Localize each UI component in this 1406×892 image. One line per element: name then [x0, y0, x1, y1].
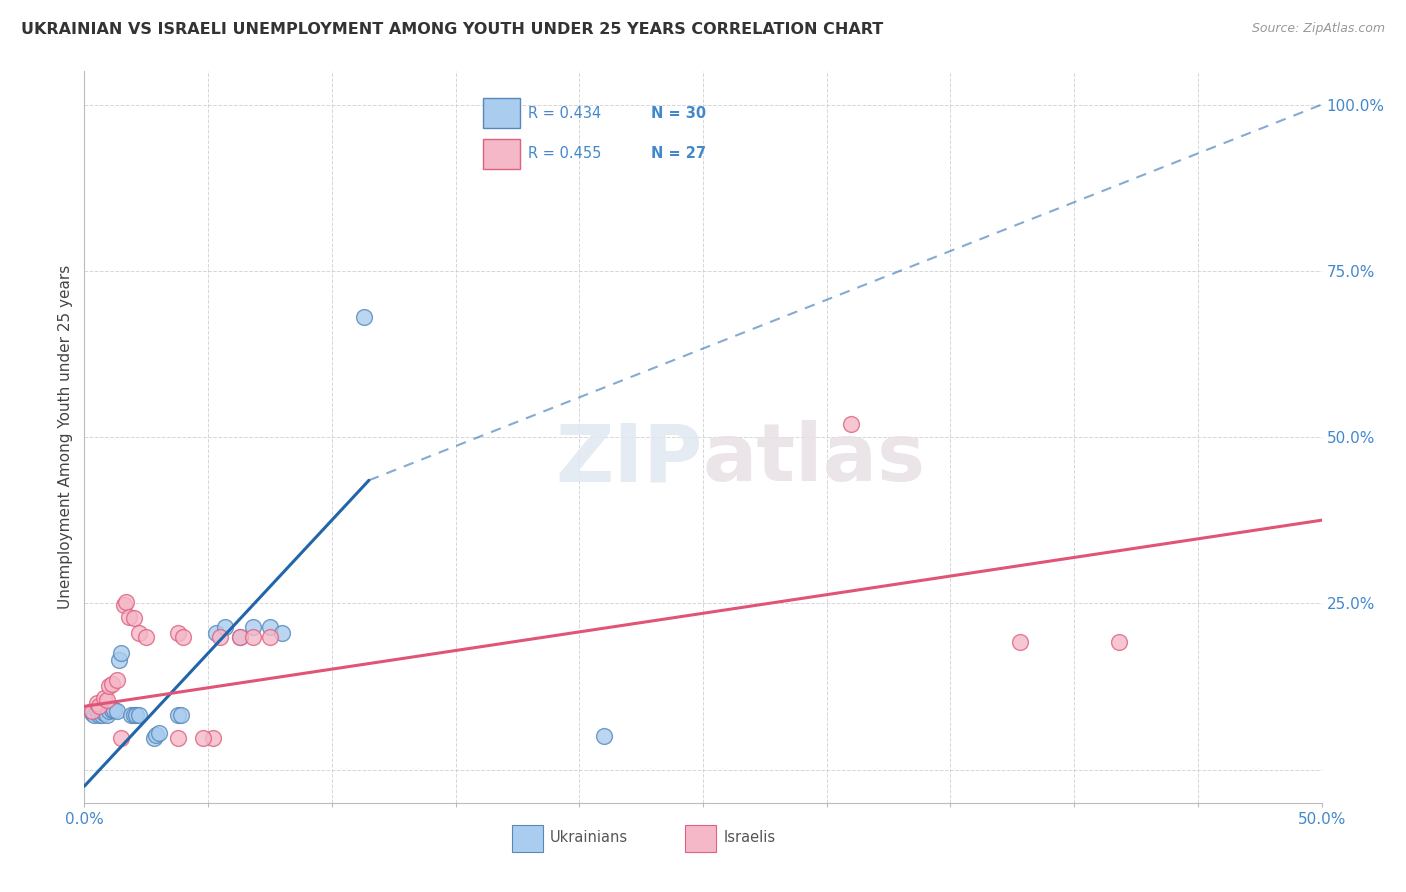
Point [96, 708, 118, 723]
Point [172, 630, 194, 644]
Point [122, 611, 145, 625]
Point [100, 703, 122, 717]
Point [202, 731, 225, 745]
Point [214, 619, 236, 633]
Point [80, 706, 103, 720]
Point [209, 630, 232, 644]
Point [105, 704, 128, 718]
Point [110, 646, 132, 660]
Point [242, 619, 264, 633]
Point [93, 690, 115, 705]
Point [145, 728, 167, 742]
Text: atlas: atlas [703, 420, 927, 498]
Point [83, 708, 105, 723]
Point [229, 630, 252, 644]
Point [128, 626, 150, 640]
Point [96, 692, 118, 706]
Point [90, 708, 112, 723]
Point [142, 731, 165, 745]
Point [112, 598, 135, 612]
Y-axis label: Unemployment Among Youth under 25 years: Unemployment Among Youth under 25 years [58, 265, 73, 609]
Point [128, 708, 150, 723]
Point [100, 677, 122, 691]
Point [86, 696, 108, 710]
Point [108, 653, 131, 667]
Point [115, 595, 138, 609]
Point [122, 708, 145, 723]
Point [259, 619, 281, 633]
Point [229, 630, 252, 644]
Point [167, 708, 190, 723]
Point [89, 708, 111, 723]
Text: ZIP: ZIP [555, 420, 703, 498]
Point [110, 731, 132, 745]
Point [353, 310, 375, 325]
Point [80, 704, 103, 718]
Point [167, 731, 190, 745]
Point [135, 630, 157, 644]
Point [1008, 635, 1031, 649]
Point [841, 417, 863, 431]
Text: Source: ZipAtlas.com: Source: ZipAtlas.com [1251, 22, 1385, 36]
Point [1108, 635, 1130, 649]
Point [86, 704, 108, 718]
Point [120, 708, 142, 723]
Point [259, 630, 281, 644]
Point [242, 630, 264, 644]
Point [125, 708, 148, 723]
Point [167, 626, 190, 640]
Point [98, 704, 121, 718]
Point [593, 729, 616, 743]
Point [191, 731, 214, 745]
Point [103, 703, 125, 717]
Point [148, 726, 170, 740]
Point [118, 609, 141, 624]
Point [170, 708, 193, 723]
Point [93, 706, 115, 720]
Point [271, 626, 294, 640]
Text: UKRAINIAN VS ISRAELI UNEMPLOYMENT AMONG YOUTH UNDER 25 YEARS CORRELATION CHART: UKRAINIAN VS ISRAELI UNEMPLOYMENT AMONG … [21, 22, 883, 37]
Point [105, 673, 128, 687]
Point [204, 626, 226, 640]
Point [89, 699, 111, 714]
Point [98, 680, 121, 694]
